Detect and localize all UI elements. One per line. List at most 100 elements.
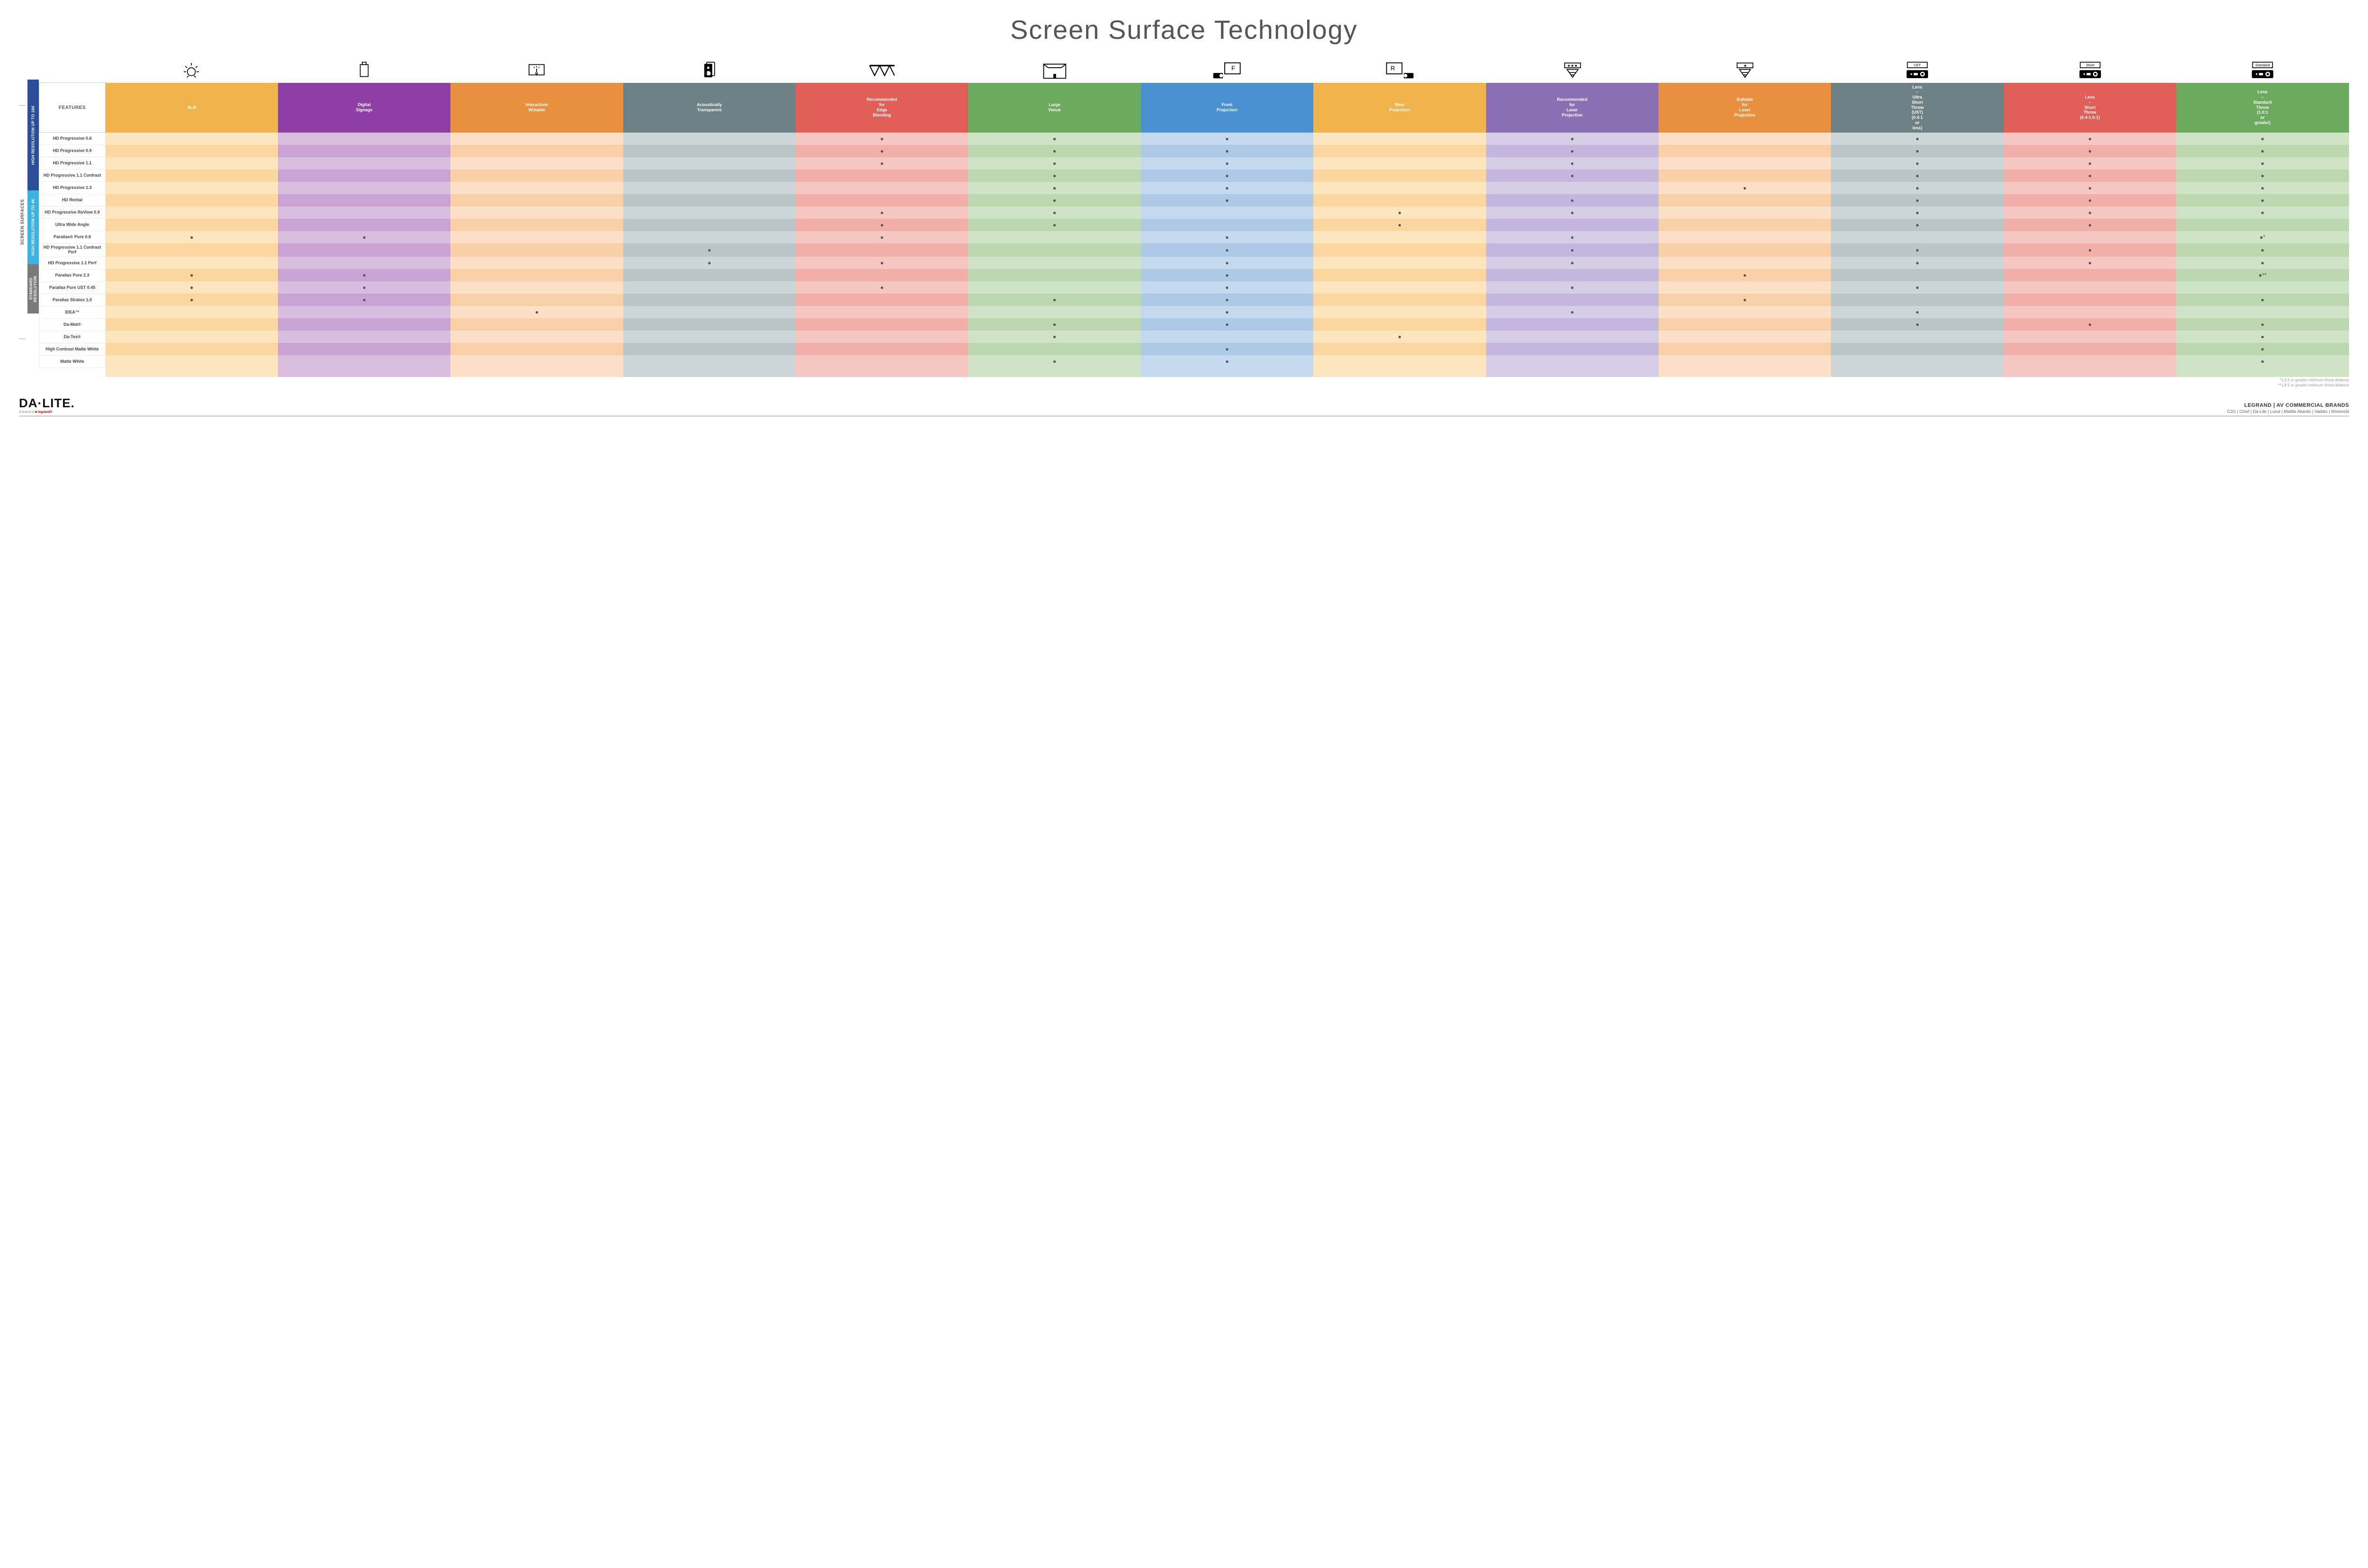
matrix-cell	[1659, 318, 1831, 331]
matrix-cell	[623, 182, 796, 194]
matrix-cell	[1486, 294, 1659, 306]
matrix-cell	[450, 182, 623, 194]
matrix-cell: ●	[968, 170, 1140, 182]
matrix-cell: ●	[796, 206, 968, 219]
matrix-cell: ●	[1831, 257, 2003, 269]
matrix-cell: ●	[1141, 257, 1313, 269]
matrix-cell	[1659, 355, 1831, 367]
matrix-cell	[278, 257, 450, 269]
column-header: Lens–UltraShortThrow(UST)(0.4:1orless)	[1831, 83, 2003, 133]
matrix-cell	[278, 306, 450, 318]
matrix-cell	[796, 170, 968, 182]
matrix-cell: ●	[796, 157, 968, 170]
matrix-cell	[106, 219, 278, 231]
row-label: Da-Tex®	[39, 331, 106, 343]
matrix-cell: ●	[1141, 182, 1313, 194]
matrix-cell	[796, 355, 968, 367]
matrix-cell	[1486, 182, 1659, 194]
blend-icon	[796, 57, 968, 81]
matrix-cell: ●	[1486, 194, 1659, 206]
surface-matrix-table: FEATURESALRDigitalSignageInteractive/Wri…	[39, 82, 2349, 377]
matrix-cell	[450, 133, 623, 145]
matrix-cell	[450, 318, 623, 331]
matrix-cell: ●	[1486, 170, 1659, 182]
matrix-cell: ●	[2176, 257, 2349, 269]
column-icon-row: FR★★★★USTShortStandard	[39, 57, 2349, 81]
matrix-cell: ●	[2176, 294, 2349, 306]
matrix-cell	[1313, 257, 1486, 269]
matrix-cell	[450, 281, 623, 294]
venue-icon	[968, 57, 1140, 81]
matrix-cell	[1659, 281, 1831, 294]
footer-bar: DA·LITE. A brand of ■ legrand® LEGRAND |…	[19, 396, 2349, 416]
logo-subtitle: A brand of ■ legrand®	[19, 411, 75, 414]
matrix-cell	[278, 343, 450, 355]
row-label: Ultra Wide Angle	[39, 219, 106, 231]
matrix-cell: ●	[2004, 133, 2176, 145]
svg-text:R: R	[1390, 65, 1395, 72]
matrix-cell	[623, 294, 796, 306]
row-label: IDEA™	[39, 306, 106, 318]
matrix-cell	[106, 306, 278, 318]
matrix-cell: ●	[796, 281, 968, 294]
matrix-cell	[278, 243, 450, 257]
matrix-cell: ●*	[2176, 231, 2349, 243]
matrix-cell	[1831, 355, 2003, 367]
matrix-cell: ●	[2176, 206, 2349, 219]
matrix-cell: ●	[1831, 182, 2003, 194]
matrix-cell	[1831, 294, 2003, 306]
matrix-cell	[623, 331, 796, 343]
matrix-cell: ●	[968, 219, 1140, 231]
matrix-cell: ●	[796, 257, 968, 269]
matrix-cell: ●	[796, 133, 968, 145]
column-header: SuitableforLaserProjection	[1659, 83, 1831, 133]
matrix-cell	[1659, 219, 1831, 231]
matrix-cell	[1486, 269, 1659, 281]
matrix-cell: ●	[450, 306, 623, 318]
matrix-cell: ●	[106, 281, 278, 294]
matrix-cell: ●	[1141, 243, 1313, 257]
matrix-cell: ●	[106, 231, 278, 243]
matrix-cell	[1486, 355, 1659, 367]
matrix-cell	[278, 182, 450, 194]
matrix-cell: ●	[1831, 206, 2003, 219]
matrix-cell: ●	[1831, 306, 2003, 318]
matrix-cell: ●	[2176, 343, 2349, 355]
row-label: HD Progressive 1.1 Contrast Perf	[39, 243, 106, 257]
matrix-cell	[450, 206, 623, 219]
matrix-cell: ●	[1831, 170, 2003, 182]
matrix-cell	[106, 145, 278, 157]
standard-icon: Standard	[2177, 57, 2349, 81]
matrix-cell: ●	[623, 257, 796, 269]
chart-container: SCREEN SURFACES HIGH RESOLUTION UP TO 16…	[19, 57, 2349, 387]
matrix-cell	[2176, 306, 2349, 318]
ust-icon: UST	[1831, 57, 2004, 81]
matrix-cell	[623, 355, 796, 367]
column-header: LargeVenue	[968, 83, 1140, 133]
matrix-cell: ●	[968, 355, 1140, 367]
matrix-cell	[623, 206, 796, 219]
side-label-screen-surfaces: SCREEN SURFACES	[19, 105, 26, 339]
matrix-cell	[278, 133, 450, 145]
matrix-cell	[1313, 294, 1486, 306]
matrix-cell	[2004, 269, 2176, 281]
matrix-cell	[1141, 206, 1313, 219]
matrix-cell	[450, 294, 623, 306]
matrix-cell	[1659, 331, 1831, 343]
matrix-cell: ●	[1141, 170, 1313, 182]
row-label: HD Rental	[39, 194, 106, 206]
column-header: Lens–StandardThrow(1.0:1orgreater)	[2176, 83, 2349, 133]
matrix-cell	[450, 257, 623, 269]
matrix-cell: ●	[1141, 318, 1313, 331]
row-label: High Contrast Matte White	[39, 343, 106, 355]
matrix-cell: ●	[2176, 243, 2349, 257]
touch-icon	[450, 57, 623, 81]
matrix-cell: ●	[1659, 294, 1831, 306]
row-label: Parallax Pure 2.3	[39, 269, 106, 281]
matrix-cell: ●	[1831, 243, 2003, 257]
matrix-cell: ●	[2176, 355, 2349, 367]
matrix-cell	[2004, 331, 2176, 343]
matrix-cell: ●	[2176, 170, 2349, 182]
matrix-cell	[1831, 231, 2003, 243]
row-label: HD Progressive 1.1 Contrast	[39, 170, 106, 182]
